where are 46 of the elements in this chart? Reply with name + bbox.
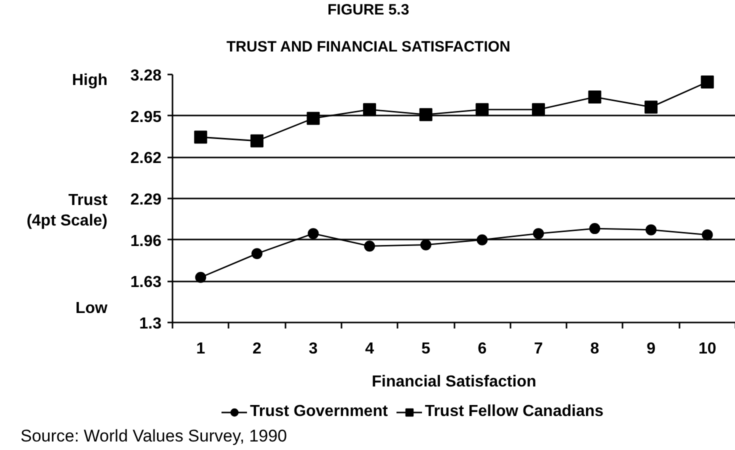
point	[364, 240, 376, 252]
point	[532, 103, 545, 116]
source-note: Source: World Values Survey, 1990	[20, 426, 287, 446]
point	[195, 272, 206, 283]
chart-title: FIGURE 5.3	[328, 2, 410, 18]
x-tick-label: 6	[478, 340, 487, 358]
point	[194, 130, 208, 144]
point	[702, 229, 713, 240]
x-tick-label: 5	[421, 340, 430, 358]
y-tick-label: 2.95	[130, 108, 162, 126]
point	[588, 90, 602, 104]
y-tick-label: 1.63	[130, 274, 162, 292]
x-axis-title: Financial Satisfaction	[372, 374, 536, 390]
x-tick-label: 9	[646, 340, 656, 358]
y-tick-label: 3.28	[130, 68, 162, 84]
point	[476, 234, 488, 246]
point	[420, 239, 432, 250]
x-tick-label: 8	[590, 340, 600, 358]
x-tick-label: 1	[196, 340, 206, 358]
point	[532, 228, 544, 240]
x-tick-label: 7	[534, 340, 543, 358]
legend-label: Trust Fellow Canadians	[424, 403, 604, 421]
y-tick-label: 2.29	[130, 192, 162, 208]
point	[363, 103, 376, 116]
y-axis-title: Trust (4pt Scale)	[26, 192, 108, 230]
point	[644, 100, 658, 114]
y-tick-label: 2.62	[130, 150, 162, 168]
point	[419, 108, 432, 122]
point	[646, 224, 657, 236]
legend-label: Trust Government	[250, 403, 388, 421]
point	[700, 76, 714, 89]
text: Low	[76, 300, 108, 318]
x-tick-label: 4	[365, 340, 374, 358]
x-tick-label: 2	[252, 340, 262, 358]
text: High	[72, 72, 108, 90]
point	[476, 103, 489, 116]
point	[250, 134, 264, 148]
chart-subtitle: TRUST AND FINANCIAL SATISFACTION	[226, 38, 510, 56]
point	[251, 248, 262, 260]
y-tick-label: 1.96	[130, 232, 162, 250]
x-tick-label: 10	[698, 340, 716, 358]
point	[306, 112, 320, 125]
point	[589, 223, 600, 234]
y-tick-label: 1.3	[139, 316, 162, 332]
point	[308, 228, 319, 240]
x-tick-label: 3	[308, 340, 318, 358]
